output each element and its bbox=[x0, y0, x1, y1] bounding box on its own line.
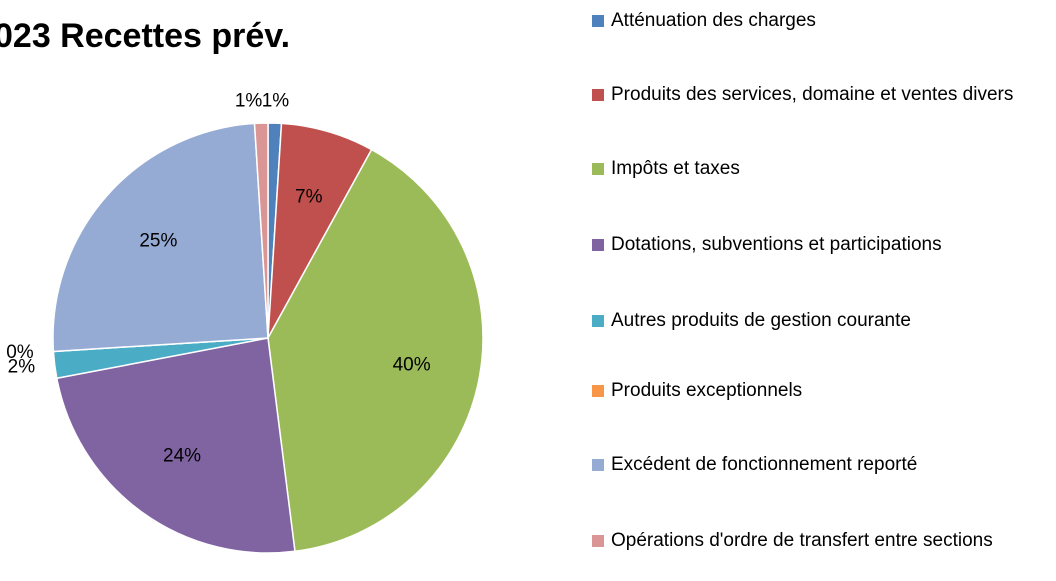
data-label: 2% bbox=[8, 357, 36, 378]
legend-label: Excédent de fonctionnement reporté bbox=[611, 454, 918, 475]
pie-slice bbox=[267, 148, 484, 553]
legend-item: Produits exceptionnels bbox=[592, 378, 1042, 404]
data-label: 24% bbox=[163, 445, 201, 466]
legend-item: Produits des services, domaine et ventes… bbox=[592, 82, 1042, 108]
legend-label: Produits exceptionnels bbox=[611, 380, 803, 401]
legend-swatch bbox=[592, 385, 604, 397]
legend-swatch bbox=[592, 239, 604, 251]
data-label: 7% bbox=[295, 187, 323, 208]
pie-slice bbox=[55, 337, 296, 554]
data-label: 25% bbox=[139, 230, 177, 251]
legend-swatch bbox=[592, 15, 604, 27]
legend-swatch bbox=[592, 459, 604, 471]
legend-item: Atténuation des charges bbox=[592, 8, 1042, 34]
legend-item: Impôts et taxes bbox=[592, 156, 1042, 182]
pie-slice bbox=[52, 122, 269, 353]
data-label: 1% bbox=[262, 91, 290, 112]
legend-label: Impôts et taxes bbox=[611, 158, 740, 179]
data-label: 1% bbox=[235, 91, 263, 112]
legend-item: Autres produits de gestion courante bbox=[592, 308, 1042, 334]
legend-label: Opérations d'ordre de transfert entre se… bbox=[611, 530, 993, 551]
legend-swatch bbox=[592, 535, 604, 547]
legend-item: Opérations d'ordre de transfert entre se… bbox=[592, 528, 1042, 554]
legend-swatch bbox=[592, 89, 604, 101]
legend-item: Excédent de fonctionnement reporté bbox=[592, 452, 1042, 478]
data-label: 40% bbox=[393, 354, 431, 375]
legend-swatch bbox=[592, 315, 604, 327]
chart-title: 023 Recettes prév. bbox=[0, 17, 290, 55]
legend-label: Dotations, subventions et participations bbox=[611, 234, 942, 255]
legend-item: Dotations, subventions et participations bbox=[592, 232, 1042, 258]
legend-swatch bbox=[592, 163, 604, 175]
pie-slice bbox=[253, 122, 269, 339]
chart: 023 Recettes prév. 1% 7% 40% 24% 2%0% 25% 1% bbox=[0, 17, 484, 554]
legend-label: Produits des services, domaine et ventes… bbox=[611, 84, 1014, 105]
data-label: 0% bbox=[6, 342, 34, 363]
legend-label: Autres produits de gestion courante bbox=[611, 310, 911, 331]
legend-label: Atténuation des charges bbox=[611, 10, 816, 31]
